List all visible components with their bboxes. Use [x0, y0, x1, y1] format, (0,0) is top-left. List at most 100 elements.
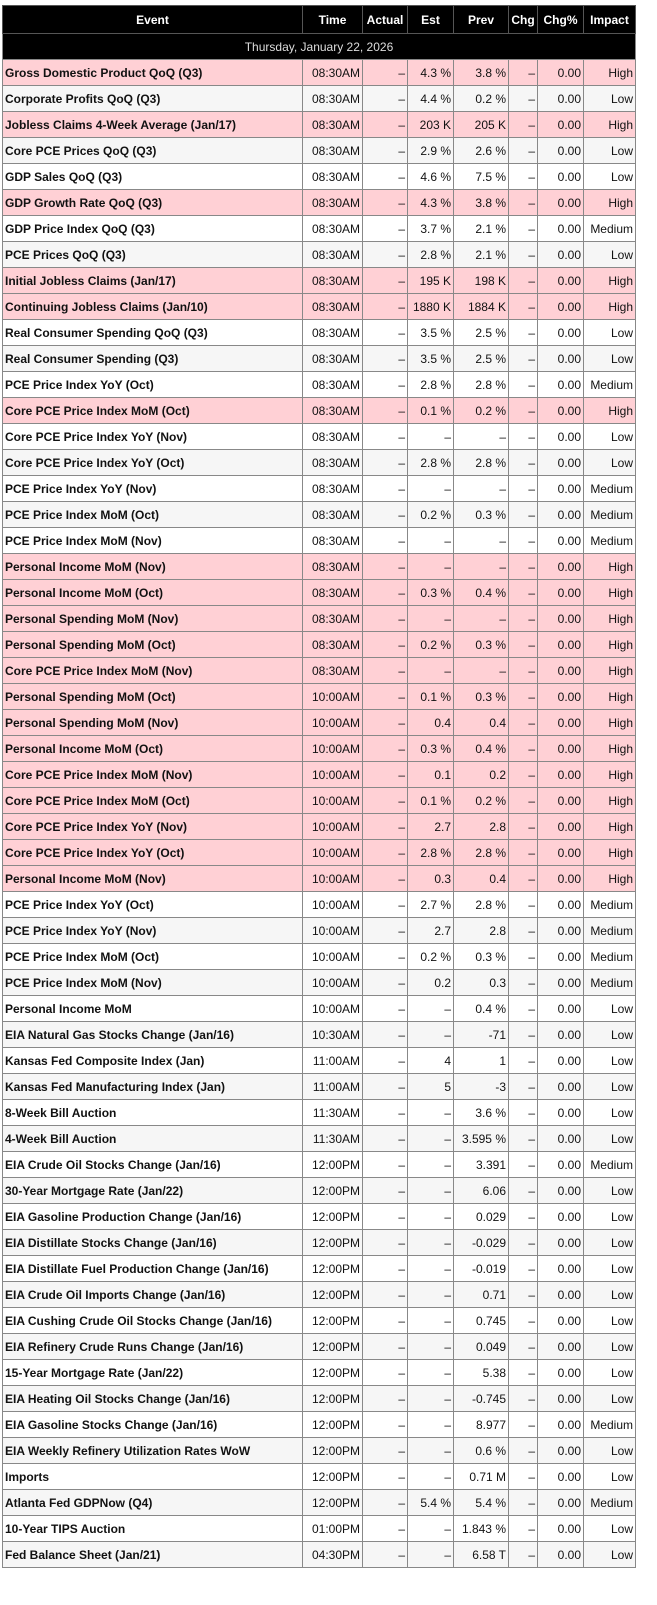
cell: – [362, 527, 408, 554]
event-row: PCE Prices QoQ (Q3) 08:30AM –2.8 % 2.1 % –0.… [2, 241, 636, 268]
cell: – [508, 683, 538, 710]
cell: 0.00 [537, 449, 584, 476]
cell: – [508, 553, 538, 580]
event-row: PCE Price Index MoM (Nov) 08:30AM – – – –0.00… [2, 527, 636, 554]
cell: 01:00PM [302, 1515, 363, 1542]
cell: 0.00 [537, 683, 584, 710]
cell: – [508, 1385, 538, 1412]
cell: 0.00 [537, 579, 584, 606]
event-row: Fed Balance Sheet (Jan/21) 04:30PM – –6.58 … [2, 1541, 636, 1568]
cell: High [583, 189, 636, 216]
cell: – [362, 1385, 408, 1412]
cell: – [407, 1437, 454, 1464]
cell: – [508, 1281, 538, 1308]
event-row: EIA Distillate Fuel Production Change (J… [2, 1255, 636, 1282]
cell: 0.00 [537, 527, 584, 554]
cell: 12:00PM [302, 1411, 363, 1438]
cell: – [508, 449, 538, 476]
cell: – [508, 1177, 538, 1204]
cell: 0.00 [537, 1437, 584, 1464]
event-row: EIA Crude Oil Stocks Change (Jan/16) 12:0… [2, 1151, 636, 1178]
cell: Low [583, 449, 636, 476]
cell: 2.5 % [453, 345, 509, 372]
cell: 2.8 % [453, 839, 509, 866]
event-name: EIA Heating Oil Stocks Change (Jan/16) [2, 1385, 303, 1412]
event-row: Initial Jobless Claims (Jan/17) 08:30AM –1… [2, 267, 636, 294]
cell: Low [583, 423, 636, 450]
cell: 0.3 % [453, 501, 509, 528]
event-row: Core PCE Price Index YoY (Oct) 08:30AM –2.… [2, 449, 636, 476]
cell: – [508, 241, 538, 268]
event-row: GDP Price Index QoQ (Q3) 08:30AM –3.7 % 2.1… [2, 215, 636, 242]
cell: 0.00 [537, 995, 584, 1022]
cell: 2.8 % [407, 241, 454, 268]
cell: – [362, 111, 408, 138]
cell: – [362, 241, 408, 268]
cell: 0.00 [537, 631, 584, 658]
cell: 0.00 [537, 865, 584, 892]
cell: High [583, 267, 636, 294]
cell: 0.049 [453, 1333, 509, 1360]
cell: Low [583, 1281, 636, 1308]
cell: – [508, 501, 538, 528]
cell: 0.00 [537, 501, 584, 528]
cell: – [508, 735, 538, 762]
cell: – [362, 1229, 408, 1256]
cell: 12:00PM [302, 1307, 363, 1334]
cell: – [362, 995, 408, 1022]
event-name: PCE Price Index YoY (Nov) [2, 475, 303, 502]
event-row: PCE Price Index YoY (Nov) 10:00AM –2.7 2.8–… [2, 917, 636, 944]
cell: 12:00PM [302, 1489, 363, 1516]
cell: 0.2 % [453, 85, 509, 112]
cell: Medium [583, 917, 636, 944]
cell: 0.00 [537, 1047, 584, 1074]
cell: 0.00 [537, 891, 584, 918]
cell: – [362, 1307, 408, 1334]
event-name: Core PCE Price Index MoM (Oct) [2, 787, 303, 814]
event-row: Personal Spending MoM (Oct) 10:00AM –0.1 %… [2, 683, 636, 710]
cell: 0.71 [453, 1281, 509, 1308]
cell: – [508, 839, 538, 866]
cell: 10:00AM [302, 839, 363, 866]
cell: 0.3 % [453, 631, 509, 658]
cell: 0.00 [537, 1333, 584, 1360]
cell: Low [583, 1073, 636, 1100]
event-row: Core PCE Price Index MoM (Oct) 08:30AM –0.… [2, 397, 636, 424]
cell: Medium [583, 1489, 636, 1516]
cell: – [508, 111, 538, 138]
cell: High [583, 397, 636, 424]
cell: – [407, 1307, 454, 1334]
cell: – [508, 423, 538, 450]
cell: – [362, 1255, 408, 1282]
cell: 0.00 [537, 1411, 584, 1438]
cell: – [362, 1125, 408, 1152]
event-row: Core PCE Price Index YoY (Nov) 10:00AM –2.… [2, 813, 636, 840]
cell: – [362, 1203, 408, 1230]
event-name: Jobless Claims 4-Week Average (Jan/17) [2, 111, 303, 138]
cell: – [407, 1541, 454, 1568]
event-name: 10-Year TIPS Auction [2, 1515, 303, 1542]
cell: 0.2 % [453, 787, 509, 814]
cell: 0.00 [537, 1125, 584, 1152]
cell: – [407, 605, 454, 632]
cell: 08:30AM [302, 163, 363, 190]
cell: – [508, 891, 538, 918]
cell: Medium [583, 1151, 636, 1178]
cell: 1 [453, 1047, 509, 1074]
cell: – [362, 1515, 408, 1542]
cell: 10:00AM [302, 891, 363, 918]
event-row: EIA Gasoline Production Change (Jan/16) 1… [2, 1203, 636, 1230]
cell: – [508, 397, 538, 424]
event-row: Personal Spending MoM (Nov) 10:00AM –0.4 0.… [2, 709, 636, 736]
cell: Medium [583, 943, 636, 970]
cell: 0.6 % [453, 1437, 509, 1464]
event-row: Jobless Claims 4-Week Average (Jan/17) 08… [2, 111, 636, 138]
cell: – [362, 1437, 408, 1464]
date-cell: Thursday, January 22, 2026 [2, 33, 636, 60]
event-name: EIA Distillate Fuel Production Change (J… [2, 1255, 303, 1282]
event-name: Personal Spending MoM (Oct) [2, 683, 303, 710]
cell: High [583, 657, 636, 684]
event-row: 10-Year TIPS Auction 01:00PM – –1.843 % –0.0… [2, 1515, 636, 1542]
cell: 4.3 % [407, 189, 454, 216]
cell: 0.00 [537, 1359, 584, 1386]
